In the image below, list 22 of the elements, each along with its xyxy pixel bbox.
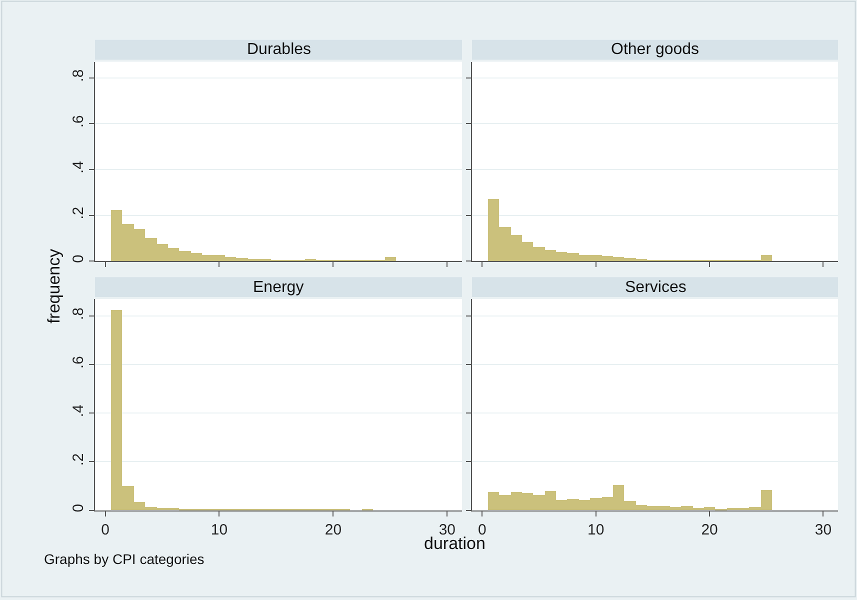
chart-title: Services xyxy=(625,279,686,296)
y-axis-title: frequency xyxy=(44,248,64,324)
y-tick-label: .4 xyxy=(70,404,87,418)
x-tick-label: 30 xyxy=(814,521,832,538)
y-tick-label: 0 xyxy=(70,504,87,512)
x-tick-label: 0 xyxy=(101,521,110,538)
x-tick-label: 10 xyxy=(588,521,604,538)
y-tick-label: 0 xyxy=(70,254,87,264)
x-tick-label: 20 xyxy=(324,521,342,538)
y-tick-label: .2 xyxy=(70,206,87,220)
x-tick-label: 20 xyxy=(701,521,718,538)
y-tick-label: .4 xyxy=(70,160,87,174)
chart-title: Durables xyxy=(247,41,312,58)
y-tick-label: .8 xyxy=(70,307,87,320)
y-tick-label: .8 xyxy=(70,69,87,82)
x-tick-label: 10 xyxy=(210,521,228,538)
chart-title: Energy xyxy=(253,279,304,296)
chart-title: Other goods xyxy=(611,41,700,58)
y-tick-label: .2 xyxy=(70,453,87,466)
y-tick-label: .6 xyxy=(70,115,87,128)
text: Graphs by CPI categories xyxy=(44,551,204,567)
y-tick-label: .6 xyxy=(70,356,87,369)
